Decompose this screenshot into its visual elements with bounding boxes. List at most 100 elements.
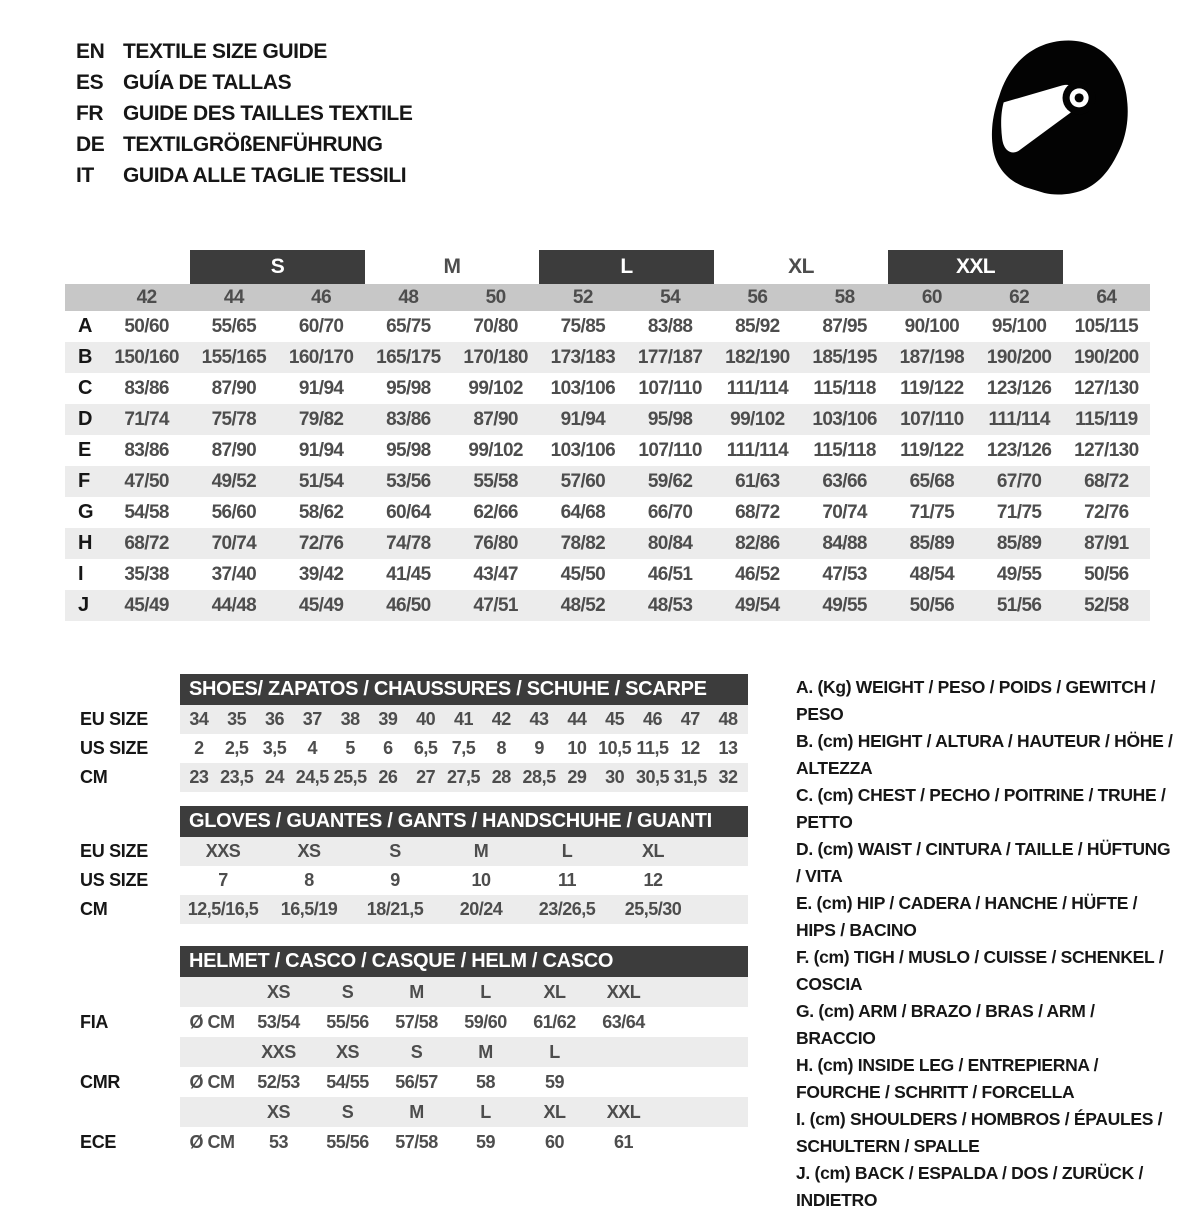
helmet-section-title: HELMET / CASCO / CASQUE / HELM / CASCO bbox=[180, 946, 748, 977]
language-row: DE TEXTILGRÖßENFÜHRUNG bbox=[76, 129, 412, 160]
helmet-size: XS bbox=[335, 1041, 360, 1062]
size-number: 52 bbox=[539, 284, 627, 311]
measure-value: 111/114 bbox=[726, 439, 789, 461]
size-value: 48 bbox=[718, 709, 739, 729]
measure-value: 190/200 bbox=[1062, 342, 1150, 373]
measure-value: 47/50 bbox=[103, 466, 191, 497]
size-value: 24 bbox=[264, 767, 285, 787]
measure-value: 85/92 bbox=[735, 315, 780, 337]
helmet-value: 55/56 bbox=[326, 1011, 369, 1032]
helmet-value: 59 bbox=[475, 1131, 496, 1152]
language-row: FR GUIDE DES TAILLES TEXTILE bbox=[76, 98, 413, 129]
language-code: FR bbox=[76, 102, 104, 125]
legend-entry: J. (cm) BACK / ESPALDA / DOS / ZURÜCK / … bbox=[796, 1163, 1144, 1210]
row-label: US SIZE bbox=[80, 870, 148, 890]
measure-value: 95/98 bbox=[386, 377, 431, 399]
measure-value: 76/80 bbox=[452, 528, 540, 559]
language-title: GUÍA DE TALLAS bbox=[123, 71, 292, 94]
size-value: 23,5 bbox=[220, 767, 254, 787]
measure-value: 160/170 bbox=[277, 342, 365, 373]
size-value: 6,5 bbox=[413, 738, 438, 758]
measure-value: 44/48 bbox=[190, 590, 278, 621]
language-row: IT GUIDA ALLE TAGLIE TESSILI bbox=[76, 160, 412, 191]
textile-size-table: S M L XL XXL 42 44 46 48 50 52 54 56 58 60 62 64 A 50/60 55… bbox=[65, 250, 1150, 621]
size-row: US SIZE 2 2,5 3,5 4 5 6 6,5 7,5 8 9 10 10,5 11,5 12 13 bbox=[80, 734, 748, 763]
measure-value: 82/86 bbox=[713, 528, 801, 559]
measure-value: 65/75 bbox=[386, 315, 431, 337]
measure-letter: A bbox=[78, 315, 93, 337]
measure-value: 68/72 bbox=[1062, 466, 1150, 497]
language-row: EN TEXTILE SIZE GUIDE bbox=[76, 36, 412, 67]
measure-value: 72/76 bbox=[1084, 501, 1129, 523]
gloves-size-section: GLOVES / GUANTES / GANTS / HANDSCHUHE / … bbox=[80, 806, 748, 924]
helmet-size: XS bbox=[266, 981, 291, 1002]
size-value: 25,5/30 bbox=[624, 899, 682, 919]
measure-value: 68/72 bbox=[103, 528, 191, 559]
size-number: 48 bbox=[364, 284, 452, 311]
measure-value: 55/65 bbox=[211, 315, 257, 337]
size-number-row: 42 44 46 48 50 52 54 56 58 60 62 64 bbox=[65, 284, 1150, 311]
size-value: 5 bbox=[345, 738, 355, 758]
size-number: 64 bbox=[1062, 284, 1150, 311]
measure-value: 61/63 bbox=[713, 466, 801, 497]
measure-row: A 50/60 55/65 60/70 65/75 70/80 75/85 83/88 85/9… bbox=[65, 311, 1150, 342]
size-value: 35 bbox=[227, 709, 247, 729]
helmet-icon-svg bbox=[991, 40, 1128, 195]
helmet-value: 61/62 bbox=[533, 1011, 576, 1032]
measure-value: 50/56 bbox=[888, 590, 976, 621]
size-number: 56 bbox=[713, 284, 801, 311]
row-label: EU SIZE bbox=[80, 709, 148, 729]
measure-value: 71/75 bbox=[909, 501, 955, 523]
row-values: 7 8 9 10 11 12 bbox=[180, 866, 748, 895]
measure-value: 115/118 bbox=[813, 377, 876, 399]
size-band-spacer bbox=[1062, 250, 1150, 284]
measure-value: 49/54 bbox=[713, 590, 801, 621]
legend-entry: C. (cm) CHEST / PECHO / POITRINE / TRUHE… bbox=[796, 785, 1166, 832]
measure-value: 150/160 bbox=[103, 342, 191, 373]
measure-value: 84/88 bbox=[801, 528, 889, 559]
measure-value: 51/56 bbox=[975, 590, 1063, 621]
measure-value: 170/180 bbox=[452, 342, 540, 373]
measure-value: 54/58 bbox=[124, 501, 169, 523]
helmet-size: XL bbox=[543, 1101, 566, 1122]
size-value: 24,5 bbox=[295, 767, 330, 787]
size-row: CM 12,5/16,5 16,5/19 18/21,5 20/24 23/26,5 25,… bbox=[80, 895, 748, 924]
measure-value: 99/102 bbox=[713, 404, 801, 435]
measure-row: I 35/38 37/40 39/42 41/45 43/47 45/50 46/51 46/5… bbox=[65, 559, 1150, 590]
measure-value: 80/84 bbox=[626, 528, 714, 559]
measure-letter: J bbox=[65, 590, 103, 621]
measure-value: 95/98 bbox=[386, 439, 431, 461]
measure-value: 45/49 bbox=[103, 590, 191, 621]
measure-value: 66/70 bbox=[647, 501, 693, 523]
measure-value: 173/183 bbox=[539, 342, 627, 373]
measure-value: 58/62 bbox=[298, 501, 344, 523]
size-value: 3,5 bbox=[262, 738, 287, 758]
size-value: 40 bbox=[416, 709, 436, 729]
helmet-size-row: XS S M L XL XXL bbox=[80, 1097, 748, 1127]
helmet-value: 59/60 bbox=[464, 1011, 507, 1032]
size-value: L bbox=[561, 841, 573, 861]
language-title: GUIDA ALLE TAGLIE TESSILI bbox=[123, 164, 407, 187]
measure-value: 83/86 bbox=[124, 377, 169, 399]
gloves-size-rows: EU SIZE XXS XS S M L XL US SIZE 7 8 9 10 11 12 CM 12,5/… bbox=[80, 837, 748, 924]
size-value: 27,5 bbox=[446, 767, 481, 787]
measure-value: 87/90 bbox=[211, 377, 257, 399]
measure-value: 48/54 bbox=[909, 563, 955, 585]
row-values: 2 2,5 3,5 4 5 6 6,5 7,5 8 9 10 10,5 11,5 12 13 bbox=[180, 734, 748, 763]
size-value: 10 bbox=[567, 738, 587, 758]
measure-value: 165/175 bbox=[364, 342, 452, 373]
measure-value: 45/49 bbox=[277, 590, 365, 621]
helmet-value: 53 bbox=[268, 1131, 289, 1152]
size-value: 2,5 bbox=[224, 738, 249, 758]
legend-entry: G. (cm) ARM / BRAZO / BRAS / ARM / BRACC… bbox=[796, 1001, 1095, 1048]
legend-entry: D. (cm) WAIST / CINTURA / TAILLE / HÜFTU… bbox=[796, 839, 1171, 886]
measure-value: 60/64 bbox=[386, 501, 431, 523]
measure-value: 103/106 bbox=[801, 404, 889, 435]
measure-value: 46/52 bbox=[735, 563, 780, 585]
size-value: 7 bbox=[218, 870, 228, 890]
measure-value: 83/86 bbox=[124, 439, 169, 461]
measure-value: 35/38 bbox=[124, 563, 169, 585]
measure-value: 87/91 bbox=[1062, 528, 1150, 559]
measure-value: 64/68 bbox=[560, 501, 606, 523]
size-value: 26 bbox=[378, 767, 398, 787]
